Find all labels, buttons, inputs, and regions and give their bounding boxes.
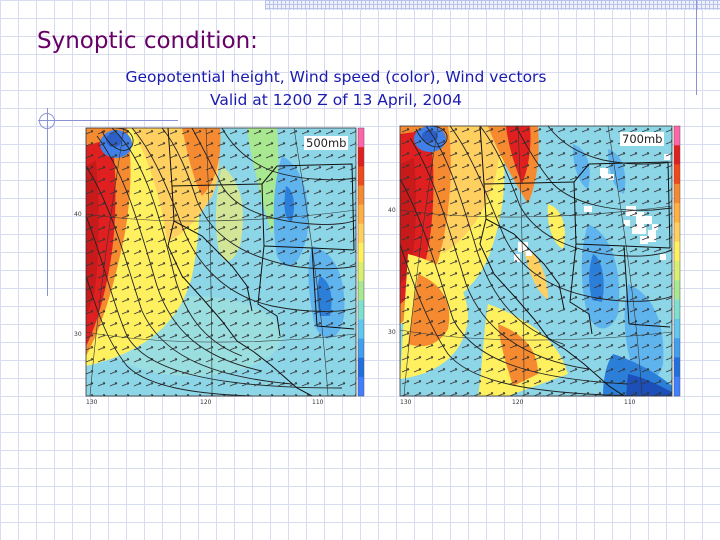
colorbar-swatch bbox=[674, 261, 680, 281]
colorbar-swatch bbox=[674, 126, 680, 146]
lat-tick-30: 30 bbox=[388, 329, 396, 336]
slide-subtitle-1: Geopotential height, Wind speed (color),… bbox=[125, 68, 547, 86]
map-500mb-image: 40 30 130 120 110 bbox=[74, 127, 365, 406]
colorbar-swatch bbox=[358, 223, 364, 244]
colorbar-swatch bbox=[674, 280, 680, 300]
map-panel-700mb: 40 30 130 120 110 700mb bbox=[388, 124, 684, 408]
colorbar-swatch bbox=[674, 357, 680, 378]
colorbar-swatch bbox=[674, 203, 680, 223]
colorbar-swatch bbox=[358, 185, 364, 205]
colorbar-swatch bbox=[358, 147, 364, 167]
lon-tick-130: 130 bbox=[400, 399, 412, 406]
lon-tick-110: 110 bbox=[312, 399, 324, 406]
colorbar-swatch bbox=[358, 166, 364, 186]
colorbar-swatch bbox=[358, 262, 364, 282]
colorbar-swatch bbox=[674, 222, 680, 243]
colorbar-swatch bbox=[358, 300, 364, 320]
colorbar-swatch bbox=[358, 128, 364, 148]
colorbar-swatch bbox=[674, 145, 680, 165]
decorative-vertical-line bbox=[696, 0, 697, 95]
colorbar-swatch bbox=[674, 299, 680, 320]
lat-tick-30: 30 bbox=[74, 331, 82, 338]
decorative-circle bbox=[39, 113, 55, 129]
lon-tick-120: 120 bbox=[512, 399, 524, 406]
colorbar-swatch bbox=[674, 183, 680, 204]
slide-title: Synoptic condition: bbox=[37, 28, 258, 54]
decorative-horizontal-line bbox=[38, 120, 178, 121]
colorbar-swatch bbox=[358, 338, 364, 359]
colorbar-500mb bbox=[357, 127, 365, 397]
colorbar-swatch bbox=[358, 319, 364, 339]
lat-tick-40: 40 bbox=[388, 207, 396, 214]
colorbar-swatch bbox=[358, 281, 364, 301]
colorbar-swatch bbox=[358, 204, 364, 225]
header-band bbox=[265, 0, 720, 10]
colorbar-swatch bbox=[358, 357, 364, 378]
colorbar-frame bbox=[357, 127, 365, 397]
map-700mb-image: 40 30 130 120 110 bbox=[388, 125, 681, 406]
lon-tick-120: 120 bbox=[200, 399, 212, 406]
colorbar-swatch bbox=[674, 318, 680, 339]
decorative-vertical-line-left bbox=[47, 108, 48, 296]
panel-label-500mb: 500mb bbox=[304, 136, 349, 150]
colorbar-swatch bbox=[358, 242, 364, 263]
colorbar-swatch bbox=[674, 376, 680, 397]
panel-label-700mb: 700mb bbox=[620, 132, 665, 146]
map-panel-500mb: 40 30 130 120 110 500mb bbox=[72, 126, 368, 408]
colorbar-frame bbox=[673, 125, 681, 397]
slide-subtitle-2: Valid at 1200 Z of 13 April, 2004 bbox=[210, 91, 462, 109]
lat-tick-40: 40 bbox=[74, 211, 82, 218]
colorbar-swatch bbox=[674, 241, 680, 262]
lon-tick-110: 110 bbox=[624, 399, 636, 406]
colorbar-swatch bbox=[674, 164, 680, 185]
colorbar-swatch bbox=[358, 376, 364, 397]
colorbar-700mb bbox=[673, 125, 681, 397]
colorbar-swatch bbox=[674, 338, 680, 358]
lon-tick-130: 130 bbox=[86, 399, 98, 406]
